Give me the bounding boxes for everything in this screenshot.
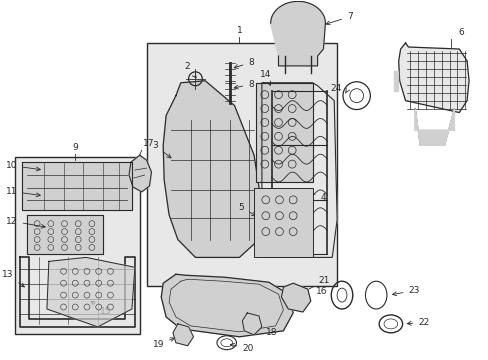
Bar [254,188,312,257]
Text: 21: 21 [301,276,329,293]
Polygon shape [281,283,310,312]
Text: 17: 17 [142,139,154,148]
Polygon shape [21,162,132,210]
Polygon shape [163,81,261,257]
Polygon shape [47,257,135,327]
Polygon shape [398,43,468,113]
Text: 3: 3 [152,141,171,158]
Text: 7: 7 [325,12,352,25]
Text: 20: 20 [230,343,253,353]
Text: 9: 9 [72,143,78,152]
Text: 1: 1 [236,26,242,35]
Text: 13: 13 [2,270,24,287]
Polygon shape [262,83,336,257]
Text: 11: 11 [6,187,40,197]
Text: 18: 18 [255,327,277,337]
Text: 19: 19 [152,338,174,349]
Polygon shape [393,71,397,91]
Polygon shape [414,109,453,145]
Text: 14: 14 [260,70,271,85]
Text: 16: 16 [315,287,326,296]
Text: 8: 8 [234,80,253,89]
Polygon shape [129,155,151,192]
Text: 5: 5 [238,203,255,216]
Text: 2: 2 [184,62,196,78]
Bar [256,83,312,182]
Bar [146,43,336,286]
Text: 24: 24 [330,84,341,93]
Polygon shape [161,274,293,337]
Text: 12: 12 [6,217,45,228]
Polygon shape [242,313,262,335]
Text: 4: 4 [306,191,325,202]
Text: 22: 22 [407,318,428,327]
Bar [15,157,140,334]
Polygon shape [270,1,325,66]
Text: 8: 8 [234,58,253,68]
Text: 6: 6 [457,28,463,37]
Text: 15: 15 [91,301,111,316]
Text: 23: 23 [392,286,419,296]
Polygon shape [27,215,102,255]
Text: 10: 10 [6,161,40,171]
Polygon shape [173,324,193,346]
